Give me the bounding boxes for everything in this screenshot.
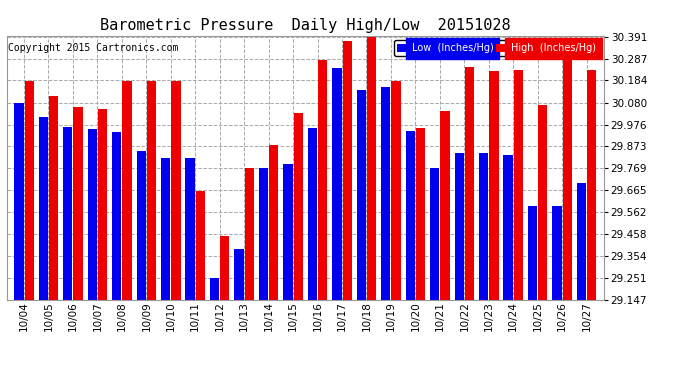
Bar [528, 206, 538, 300]
Bar [171, 81, 181, 300]
Bar [25, 81, 34, 300]
Bar [514, 70, 523, 300]
Bar [196, 191, 205, 300]
Bar [318, 60, 327, 300]
Bar [259, 168, 268, 300]
Bar [381, 87, 391, 300]
Bar [391, 81, 401, 300]
Bar [73, 107, 83, 300]
Bar [455, 153, 464, 300]
Bar [235, 249, 244, 300]
Bar [367, 37, 376, 300]
Bar [269, 145, 279, 300]
Bar [88, 129, 97, 300]
Bar [562, 53, 572, 300]
Bar [465, 66, 474, 300]
Bar [220, 236, 230, 300]
Bar [416, 128, 425, 300]
Bar [14, 102, 23, 300]
Bar [538, 105, 547, 300]
Bar [63, 127, 72, 300]
Bar [357, 90, 366, 300]
Bar [577, 183, 586, 300]
Bar [479, 153, 489, 300]
Bar [112, 132, 121, 300]
Bar [137, 151, 146, 300]
Bar [186, 158, 195, 300]
Bar [161, 158, 170, 300]
Bar [587, 70, 596, 300]
Bar [489, 71, 499, 300]
Bar [332, 68, 342, 300]
Bar [430, 168, 440, 300]
Bar [308, 128, 317, 300]
Legend: Low  (Inches/Hg), High  (Inches/Hg): Low (Inches/Hg), High (Inches/Hg) [394, 40, 599, 56]
Bar [342, 41, 352, 300]
Bar [504, 155, 513, 300]
Bar [210, 278, 219, 300]
Bar [284, 164, 293, 300]
Bar [245, 168, 254, 300]
Bar [122, 81, 132, 300]
Bar [406, 131, 415, 300]
Bar [440, 111, 450, 300]
Text: Copyright 2015 Cartronics.com: Copyright 2015 Cartronics.com [8, 43, 179, 52]
Title: Barometric Pressure  Daily High/Low  20151028: Barometric Pressure Daily High/Low 20151… [100, 18, 511, 33]
Bar [49, 96, 58, 300]
Bar [39, 117, 48, 300]
Bar [147, 81, 156, 300]
Bar [293, 113, 303, 300]
Bar [98, 109, 107, 300]
Bar [553, 206, 562, 300]
